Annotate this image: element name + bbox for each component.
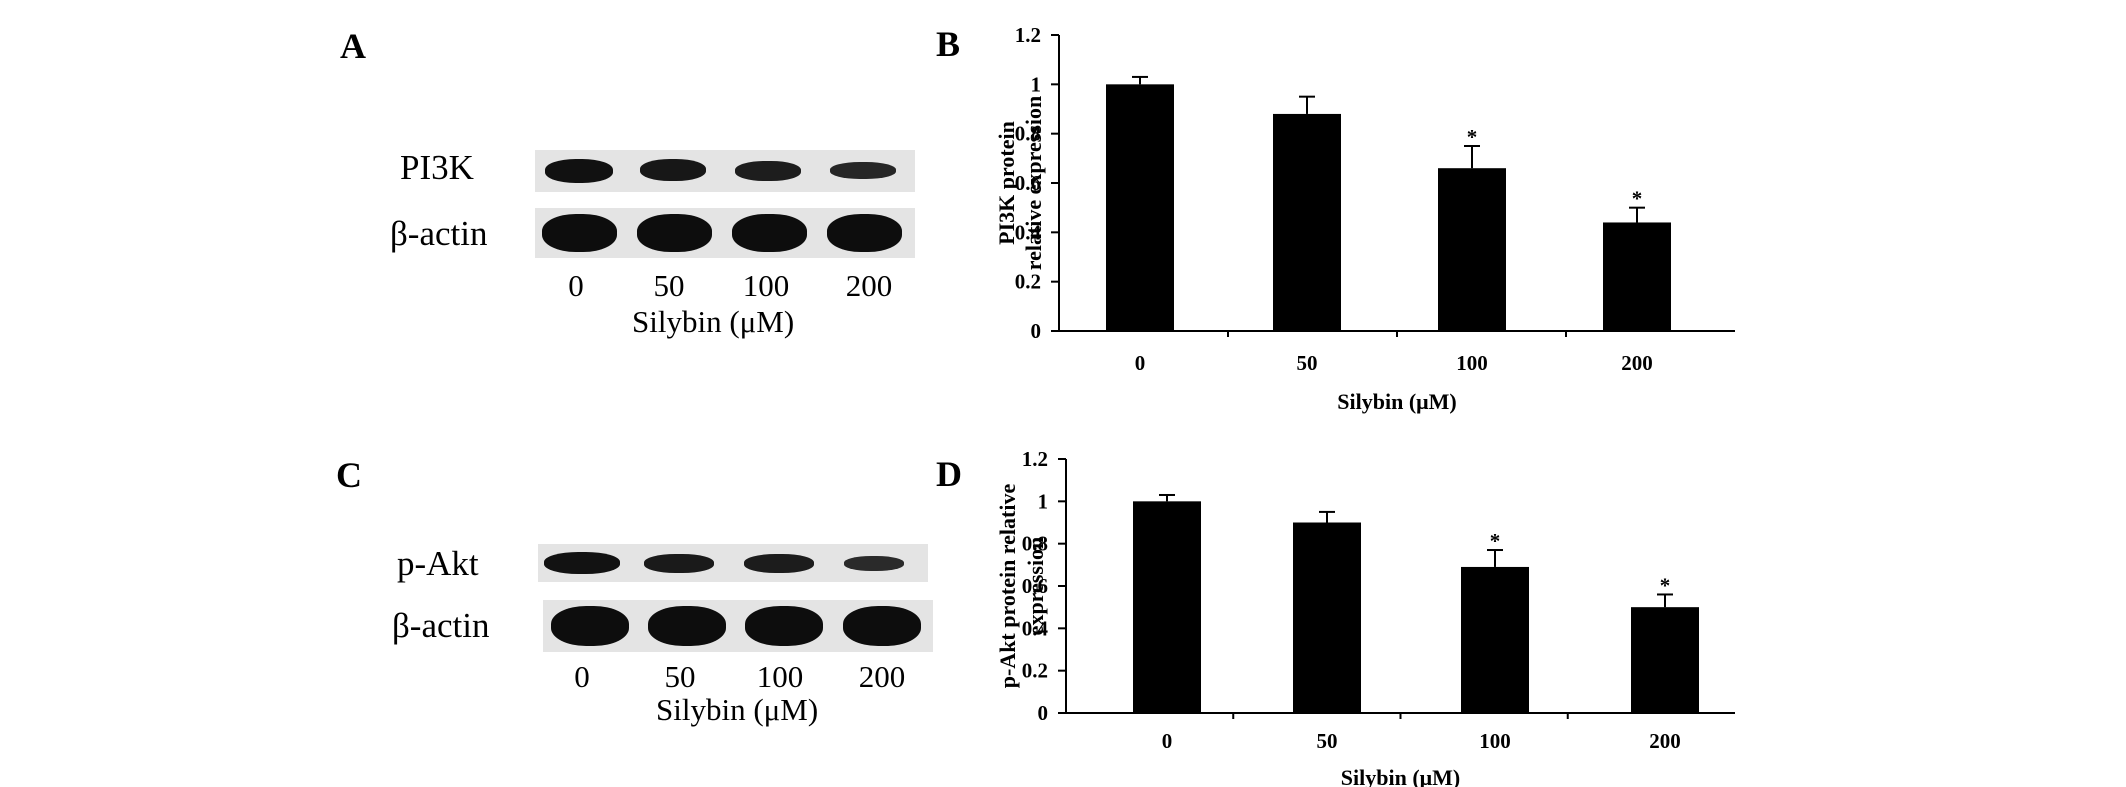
y-tick-label: 0.4 xyxy=(1022,616,1049,640)
y-axis-title: expression xyxy=(1023,537,1048,636)
y-tick-label: 1.2 xyxy=(1022,447,1048,471)
x-tick-label: 200 xyxy=(1621,351,1653,375)
bar xyxy=(1293,522,1361,713)
panel-letter-d: D xyxy=(936,454,962,494)
lane-label: 200 xyxy=(845,268,893,303)
band xyxy=(844,556,904,571)
x-tick-label: 50 xyxy=(1317,729,1338,753)
significance-marker: * xyxy=(1467,125,1478,149)
x-axis-title: Silybin (μM) xyxy=(1341,765,1460,787)
band xyxy=(745,606,823,646)
blot-row-label-beta-actin: β-actin xyxy=(392,606,490,645)
band xyxy=(644,554,714,573)
y-axis-title: p-Akt protein relative xyxy=(995,484,1020,689)
blot-strip-pi3k xyxy=(535,150,915,192)
x-tick-label: 50 xyxy=(1297,351,1318,375)
lane-label: 200 xyxy=(858,659,906,694)
panel-letter-a: A xyxy=(340,26,366,66)
lane-label: 100 xyxy=(756,659,804,694)
y-tick-label: 0.8 xyxy=(1015,122,1041,146)
band xyxy=(843,606,921,646)
band xyxy=(827,214,902,252)
panel-letter-c: C xyxy=(336,455,362,495)
lane-label: 100 xyxy=(742,268,790,303)
blot-strip-beta-actin xyxy=(535,208,915,258)
x-tick-label: 100 xyxy=(1479,729,1511,753)
y-tick-label: 0.8 xyxy=(1022,532,1048,556)
blot-row-label-p-akt: p-Akt xyxy=(397,544,479,583)
bar xyxy=(1106,84,1174,331)
y-tick-label: 0.2 xyxy=(1022,659,1048,683)
band xyxy=(744,554,814,573)
y-tick-label: 0.4 xyxy=(1015,220,1042,244)
x-tick-label: 200 xyxy=(1649,729,1681,753)
band xyxy=(542,214,617,252)
x-tick-label: 100 xyxy=(1456,351,1488,375)
bar xyxy=(1631,607,1699,713)
bar xyxy=(1438,168,1506,331)
y-tick-label: 0.2 xyxy=(1015,270,1041,294)
y-tick-label: 0 xyxy=(1038,701,1049,725)
lane-label: 0 xyxy=(568,268,584,303)
y-axis-title: relative expression xyxy=(1021,96,1046,271)
y-tick-label: 0.6 xyxy=(1015,171,1041,195)
x-tick-label: 0 xyxy=(1162,729,1173,753)
significance-marker: * xyxy=(1490,529,1501,553)
y-tick-label: 1 xyxy=(1038,489,1049,513)
band xyxy=(545,159,613,183)
x-tick-label: 0 xyxy=(1135,351,1146,375)
lane-label: 0 xyxy=(574,659,590,694)
blot-x-axis-label: Silybin (μM) xyxy=(632,304,795,339)
band xyxy=(551,606,629,646)
blot-row-label-beta-actin: β-actin xyxy=(390,214,488,253)
bar xyxy=(1133,501,1201,713)
band xyxy=(735,161,801,181)
bar xyxy=(1461,566,1529,713)
blot-strip-beta-actin xyxy=(543,600,933,652)
band xyxy=(648,606,726,646)
blot-x-axis-label: Silybin (μM) xyxy=(656,692,819,727)
band xyxy=(637,214,712,252)
lane-label: 50 xyxy=(653,268,685,303)
band xyxy=(544,552,620,574)
panel-letter-b: B xyxy=(936,24,961,64)
x-axis-title: Silybin (μM) xyxy=(1337,389,1456,414)
blot-strip-p-akt xyxy=(538,544,928,582)
bar xyxy=(1273,113,1341,331)
y-tick-label: 0.6 xyxy=(1022,574,1048,598)
significance-marker: * xyxy=(1632,187,1643,211)
band xyxy=(640,159,706,181)
bar xyxy=(1603,222,1671,331)
y-axis-title: PI3K protein xyxy=(994,121,1019,245)
band xyxy=(732,214,807,252)
y-tick-label: 0 xyxy=(1031,319,1042,343)
lane-label: 50 xyxy=(664,659,696,694)
y-tick-label: 1 xyxy=(1031,72,1042,96)
y-tick-label: 1.2 xyxy=(1015,23,1041,47)
band xyxy=(830,162,896,179)
blot-row-label-pi3k: PI3K xyxy=(400,148,474,187)
significance-marker: * xyxy=(1660,573,1671,597)
